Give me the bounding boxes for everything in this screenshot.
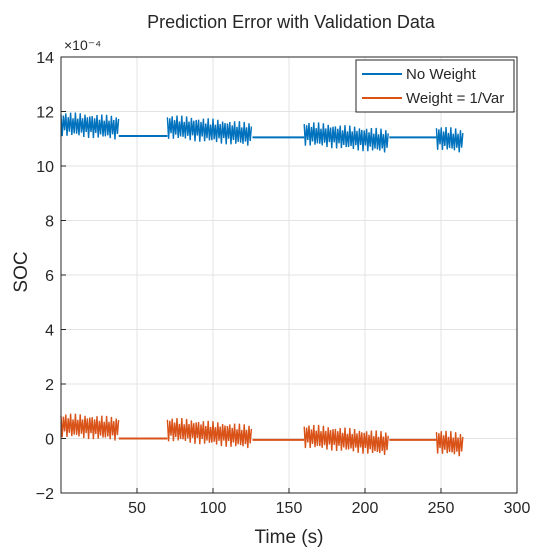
x-tick-label: 50 [128, 500, 146, 517]
series-noise-band [303, 424, 389, 455]
legend-box [355, 59, 515, 113]
y-tick-label: −2 [36, 486, 54, 503]
y-tick-label: 8 [45, 214, 54, 231]
series-weight-var [60, 413, 464, 457]
x-tick-label: 300 [504, 500, 531, 517]
y-tick-label: 10 [36, 159, 54, 176]
x-axis-label: Time (s) [255, 527, 324, 548]
x-tick-label: 150 [276, 500, 303, 517]
axis-ticks: 50 100 150 200 250 300 −2 0 2 4 6 8 10 12 14 [36, 50, 531, 517]
series-no-weight [60, 112, 464, 153]
series-noise-band [435, 430, 464, 457]
x-tick-label: 200 [352, 500, 379, 517]
x-tick-label: 100 [200, 500, 227, 517]
legend-label-no-weight: No Weight [406, 66, 477, 83]
legend-entry-no-weight: No Weight [362, 66, 477, 83]
grid-lines [61, 56, 518, 494]
y-tick-label: 6 [45, 268, 54, 285]
series-noise-band [60, 413, 120, 441]
series-noise-band [60, 112, 120, 140]
series-noise-band [435, 126, 464, 153]
series-noise-band [303, 122, 389, 153]
x-tick-label: 250 [428, 500, 455, 517]
y-tick-label: 14 [36, 50, 54, 67]
y-tick-label: 4 [45, 323, 54, 340]
y-axis-exponent-label: ×10⁻⁴ [64, 37, 101, 53]
series-noise-band [166, 115, 253, 146]
chart-title: Prediction Error with Validation Data [147, 12, 436, 32]
y-axis-label: SOC [11, 251, 32, 292]
y-tick-label: 12 [36, 105, 54, 122]
y-tick-label: 0 [45, 432, 54, 449]
legend-entry-weight-var: Weight = 1/Var [362, 90, 504, 107]
legend: No Weight Weight = 1/Var [355, 59, 515, 113]
series-layer [60, 112, 464, 457]
y-tick-label: 2 [45, 377, 54, 394]
series-noise-band [166, 418, 253, 449]
legend-label-weight-var: Weight = 1/Var [406, 90, 504, 107]
